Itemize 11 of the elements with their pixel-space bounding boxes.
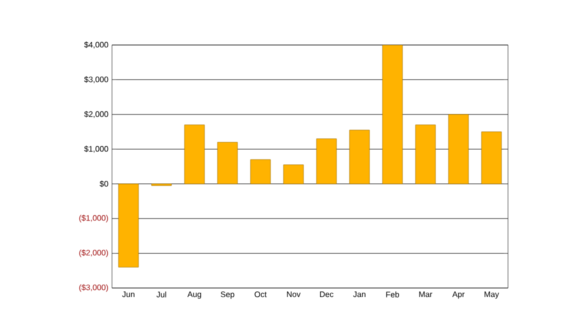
bar — [217, 142, 238, 184]
bar — [118, 184, 139, 268]
bar — [316, 138, 337, 184]
bar — [448, 114, 469, 184]
bar — [349, 130, 370, 184]
bar — [283, 164, 304, 184]
bar — [382, 45, 403, 184]
bar — [250, 159, 271, 184]
bar — [415, 124, 436, 184]
bar — [481, 132, 502, 184]
bar — [184, 124, 205, 184]
